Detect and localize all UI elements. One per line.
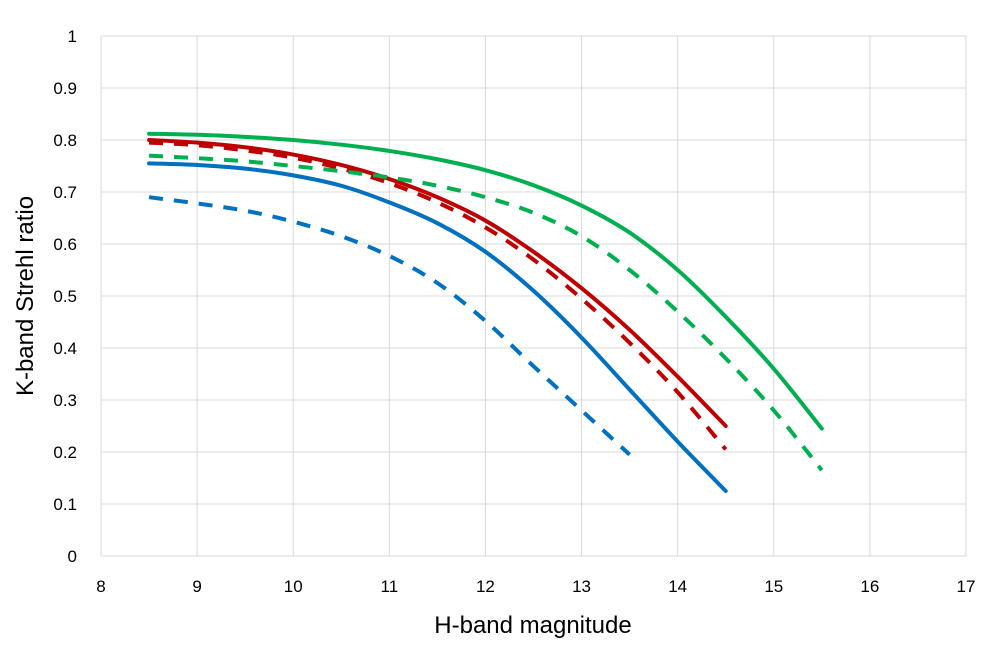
y-tick-label: 0.4 xyxy=(53,339,77,358)
x-tick-label: 16 xyxy=(860,577,879,596)
series-group xyxy=(147,131,824,493)
grid xyxy=(100,35,967,557)
series-line-blue-dashed xyxy=(148,195,631,457)
y-tick-label: 1 xyxy=(68,27,77,46)
x-tick-label: 12 xyxy=(476,577,495,596)
y-tick-label: 0.3 xyxy=(53,391,77,410)
series-line-blue-solid xyxy=(147,161,728,493)
y-tick-label: 0.1 xyxy=(53,495,77,514)
x-tick-label: 17 xyxy=(957,577,976,596)
tick-labels: 8 9 10 11 12 13 14 15 16 17 0 0.1 0.2 0.3 0.4 0.5 0.6 0.7… xyxy=(53,27,975,596)
y-tick-label: 0.8 xyxy=(53,131,77,150)
y-tick-label: 0.9 xyxy=(53,79,77,98)
x-tick-label: 8 xyxy=(96,577,105,596)
y-axis-title: K-band Strehl ratio xyxy=(12,196,39,396)
y-tick-label: 0 xyxy=(68,547,77,566)
y-tick-label: 0.5 xyxy=(53,287,77,306)
x-tick-label: 9 xyxy=(192,577,201,596)
y-tick-label: 0.2 xyxy=(53,443,77,462)
x-tick-label: 10 xyxy=(284,577,303,596)
y-tick-label: 0.7 xyxy=(53,183,77,202)
x-axis-title: H-band magnitude xyxy=(434,612,631,639)
series-line-red-solid xyxy=(147,138,728,428)
x-tick-label: 13 xyxy=(572,577,591,596)
x-tick-label: 15 xyxy=(764,577,783,596)
y-tick-label: 0.6 xyxy=(53,235,77,254)
series-line-green-solid xyxy=(147,131,824,431)
series-line-green-dashed xyxy=(148,153,824,472)
x-tick-label: 11 xyxy=(381,577,399,596)
x-tick-label: 14 xyxy=(668,577,687,596)
